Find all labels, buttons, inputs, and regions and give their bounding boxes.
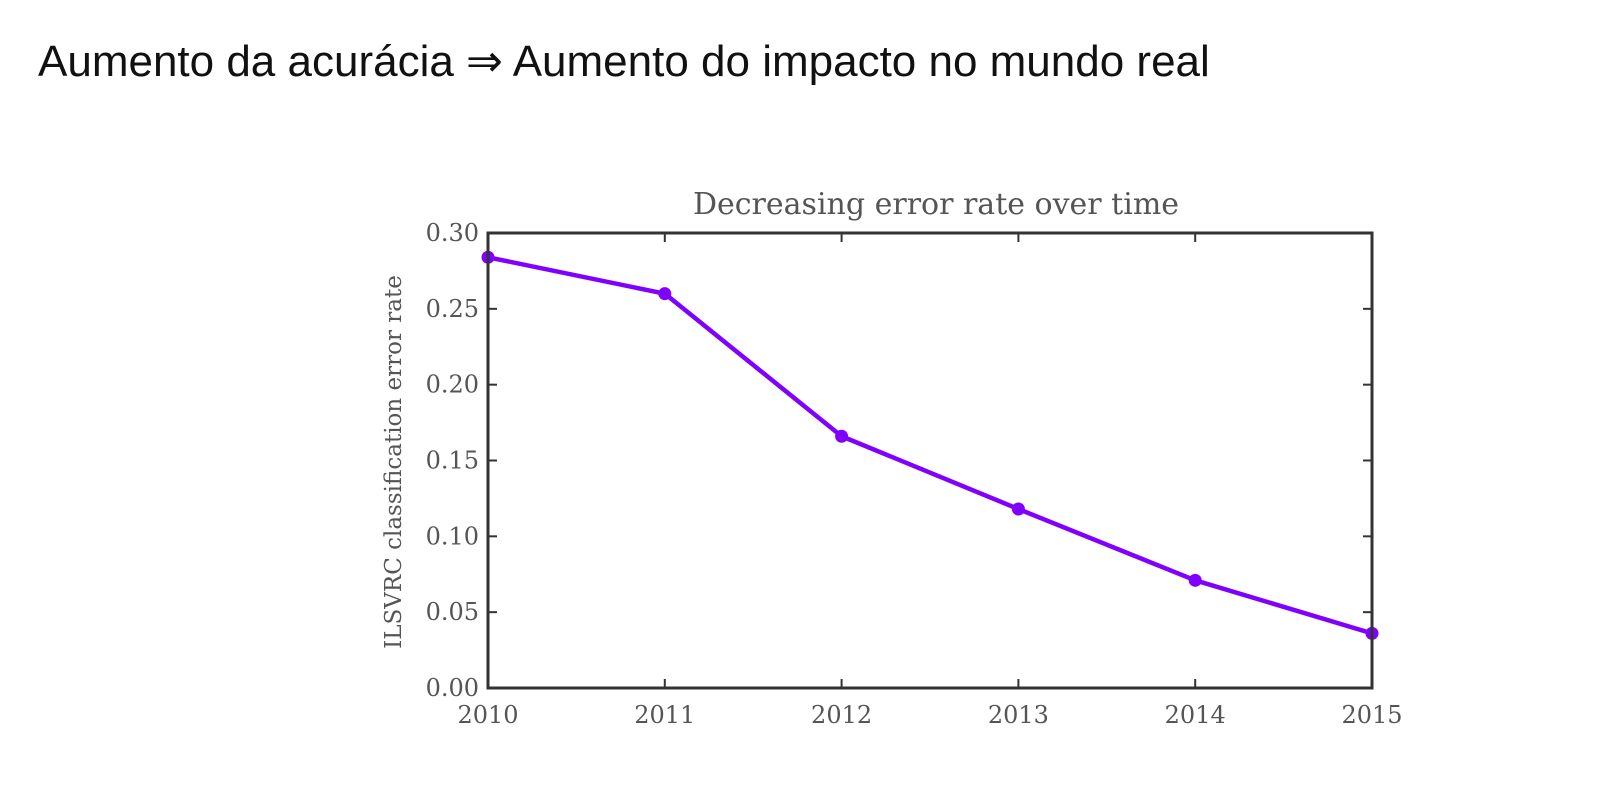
axis-ticks	[487, 232, 1373, 689]
x-tick-label: 2014	[1165, 701, 1226, 729]
y-tick-label: 0.15	[426, 447, 479, 475]
chart-title: Decreasing error rate over time	[693, 187, 1179, 222]
y-tick-label: 0.00	[426, 674, 479, 702]
series-line	[487, 255, 1373, 636]
y-tick-label: 0.05	[426, 598, 479, 626]
y-axis-label: ILSVRC classification error rate	[381, 275, 407, 649]
x-tick-label: 2011	[634, 701, 695, 729]
data-point	[1011, 502, 1025, 516]
x-tick-label: 2012	[811, 701, 872, 729]
x-tick-label: 2013	[988, 701, 1049, 729]
plot-frame	[486, 231, 1374, 690]
series-layer	[481, 250, 1379, 640]
tick-labels: 2010 2011 2012 2013 2014 2015 0.00 0.05 0.10 0.15…	[426, 219, 1403, 729]
slide-title: Aumento da acurácia ⇒ Aumento do impacto…	[38, 37, 1210, 86]
data-point	[1188, 573, 1202, 587]
x-tick-label: 2010	[457, 701, 518, 729]
y-tick-label: 0.25	[426, 295, 479, 323]
x-tick-label: 2015	[1341, 701, 1402, 729]
y-tick-label: 0.20	[426, 371, 479, 399]
data-point	[835, 429, 849, 443]
y-tick-label: 0.30	[426, 219, 479, 247]
y-tick-label: 0.10	[426, 522, 479, 550]
data-point	[658, 287, 672, 301]
